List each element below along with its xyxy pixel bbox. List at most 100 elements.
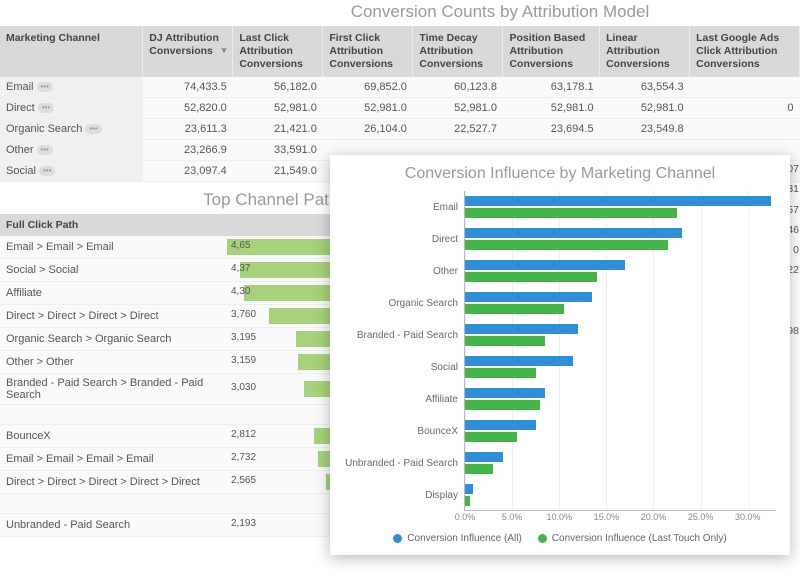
metric-cell: 52,981.0: [600, 98, 690, 119]
chart-gridline: [653, 191, 654, 510]
metric-cell: 69,852.0: [323, 77, 413, 98]
chart-bar[interactable]: [465, 304, 564, 314]
path-bar-value: 3,760: [231, 309, 256, 320]
legend-label: Conversion Influence (Last Touch Only): [552, 533, 727, 544]
ellipsis-icon[interactable]: •••: [38, 103, 54, 113]
chart-bar[interactable]: [465, 496, 470, 506]
metric-cell: [690, 77, 800, 98]
chart-gridline: [748, 191, 749, 510]
chart-bar[interactable]: [465, 260, 625, 270]
chart-bar[interactable]: [465, 196, 771, 206]
chart-bar[interactable]: [465, 292, 592, 302]
metric-cell: 52,981.0: [233, 98, 323, 119]
chart-bar[interactable]: [465, 432, 517, 442]
path-bar-value: 2,732: [231, 452, 256, 463]
chart-x-tick: 25.0%: [688, 512, 714, 522]
path-bar-value: 4,65: [231, 240, 250, 251]
channel-label: Direct•••: [0, 98, 143, 119]
path-label: Other > Other: [0, 351, 225, 374]
channel-label: Other•••: [0, 140, 143, 161]
chart-x-tick: 10.0%: [546, 512, 572, 522]
attribution-row[interactable]: Email•••74,433.556,182.069,852.060,123.8…: [0, 77, 800, 98]
legend-item[interactable]: Conversion Influence (All): [393, 533, 522, 544]
ellipsis-icon[interactable]: •••: [85, 124, 101, 134]
chart-bar[interactable]: [465, 240, 668, 250]
legend-item[interactable]: Conversion Influence (Last Touch Only): [538, 533, 727, 544]
chart-legend: Conversion Influence (All) Conversion Inf…: [344, 533, 776, 546]
attribution-col-header[interactable]: First Click Attribution Conversions: [323, 26, 413, 77]
chart-bar[interactable]: [465, 368, 536, 378]
metric-cell: 21,549.0: [233, 161, 323, 182]
chart-bar[interactable]: [465, 208, 677, 218]
attribution-col-header[interactable]: Last Google Ads Click Attribution Conver…: [690, 26, 800, 77]
path-bar-value: 4,37: [231, 263, 250, 274]
chart-x-ticks: 0.0%5.0%10.0%15.0%20.0%25.0%30.0%: [465, 512, 776, 526]
sort-desc-icon[interactable]: ▾: [222, 45, 227, 56]
path-bar-value: 3,195: [231, 332, 256, 343]
channel-label: Email•••: [0, 77, 143, 98]
legend-dot-icon: [538, 534, 547, 543]
chart-x-tick: 15.0%: [594, 512, 620, 522]
chart-bar[interactable]: [465, 388, 545, 398]
metric-cell: 52,981.0: [503, 98, 600, 119]
attribution-col-header[interactable]: DJ Attribution Conversions▾: [143, 26, 233, 77]
chart-category-label: Unbranded - Paid Search: [344, 447, 464, 479]
metric-cell: 56,182.0: [233, 77, 323, 98]
path-label: Branded - Paid Search > Branded - Paid S…: [0, 374, 225, 405]
path-label: [0, 405, 225, 425]
chart-y-labels: EmailDirectOtherOrganic SearchBranded - …: [344, 191, 464, 511]
attribution-col-header[interactable]: Time Decay Attribution Conversions: [413, 26, 503, 77]
paths-col-path[interactable]: Full Click Path: [0, 214, 225, 236]
chart-gridline: [559, 191, 560, 510]
ellipsis-icon[interactable]: •••: [37, 145, 53, 155]
chart-category-label: BounceX: [344, 415, 464, 447]
path-bar-value: 2,565: [231, 475, 256, 486]
attribution-col-header[interactable]: Last Click Attribution Conversions: [233, 26, 323, 77]
attribution-col-header[interactable]: Marketing Channel: [0, 26, 143, 77]
chart-bar[interactable]: [465, 464, 493, 474]
chart-category-label: Branded - Paid Search: [344, 319, 464, 351]
chart-category-label: Display: [344, 479, 464, 511]
metric-cell: 60,123.8: [413, 77, 503, 98]
path-label: Affiliate: [0, 282, 225, 305]
metric-cell: 21,421.0: [233, 119, 323, 140]
chart-bar[interactable]: [465, 324, 578, 334]
path-label: Direct > Direct > Direct > Direct: [0, 305, 225, 328]
metric-cell: 23,266.9: [143, 140, 233, 161]
attribution-row[interactable]: Direct•••52,820.052,981.052,981.052,981.…: [0, 98, 800, 119]
path-label: Email > Email > Email: [0, 236, 225, 259]
path-bar-value: 4,30: [231, 286, 250, 297]
metric-cell: [690, 119, 800, 140]
legend-label: Conversion Influence (All): [407, 533, 522, 544]
chart-gridline: [465, 191, 466, 510]
chart-category-label: Other: [344, 255, 464, 287]
chart-category-label: Direct: [344, 223, 464, 255]
ellipsis-icon[interactable]: •••: [39, 166, 55, 176]
ellipsis-icon[interactable]: •••: [37, 82, 53, 92]
chart-bar[interactable]: [465, 336, 545, 346]
influence-chart-panel: Conversion Influence by Marketing Channe…: [330, 155, 790, 555]
chart-bar[interactable]: [465, 272, 597, 282]
attribution-table-title: Conversion Counts by Attribution Model: [0, 2, 800, 22]
path-bar-value: 2,812: [231, 429, 256, 440]
legend-dot-icon: [393, 534, 402, 543]
chart-bar[interactable]: [465, 228, 682, 238]
chart-bar[interactable]: [465, 356, 573, 366]
path-label: Direct > Direct > Direct > Direct > Dire…: [0, 471, 225, 494]
chart-bar[interactable]: [465, 420, 536, 430]
metric-cell: 63,178.1: [503, 77, 600, 98]
attribution-col-header[interactable]: Position Based Attribution Conversions: [503, 26, 600, 77]
chart-bar[interactable]: [465, 452, 503, 462]
path-label: Unbranded - Paid Search: [0, 514, 225, 537]
chart-plot-area: 0.0%5.0%10.0%15.0%20.0%25.0%30.0%: [464, 191, 776, 511]
chart-gridline: [606, 191, 607, 510]
chart-bar[interactable]: [465, 484, 473, 494]
chart-bar[interactable]: [465, 400, 540, 410]
attribution-col-header[interactable]: Linear Attribution Conversions: [600, 26, 690, 77]
metric-cell: 23,611.3: [143, 119, 233, 140]
metric-cell: 0: [690, 98, 800, 119]
path-label: Organic Search > Organic Search: [0, 328, 225, 351]
attribution-row[interactable]: Organic Search•••23,611.321,421.026,104.…: [0, 119, 800, 140]
influence-chart-title: Conversion Influence by Marketing Channe…: [344, 165, 776, 183]
path-bar-value: 2,193: [231, 518, 256, 529]
